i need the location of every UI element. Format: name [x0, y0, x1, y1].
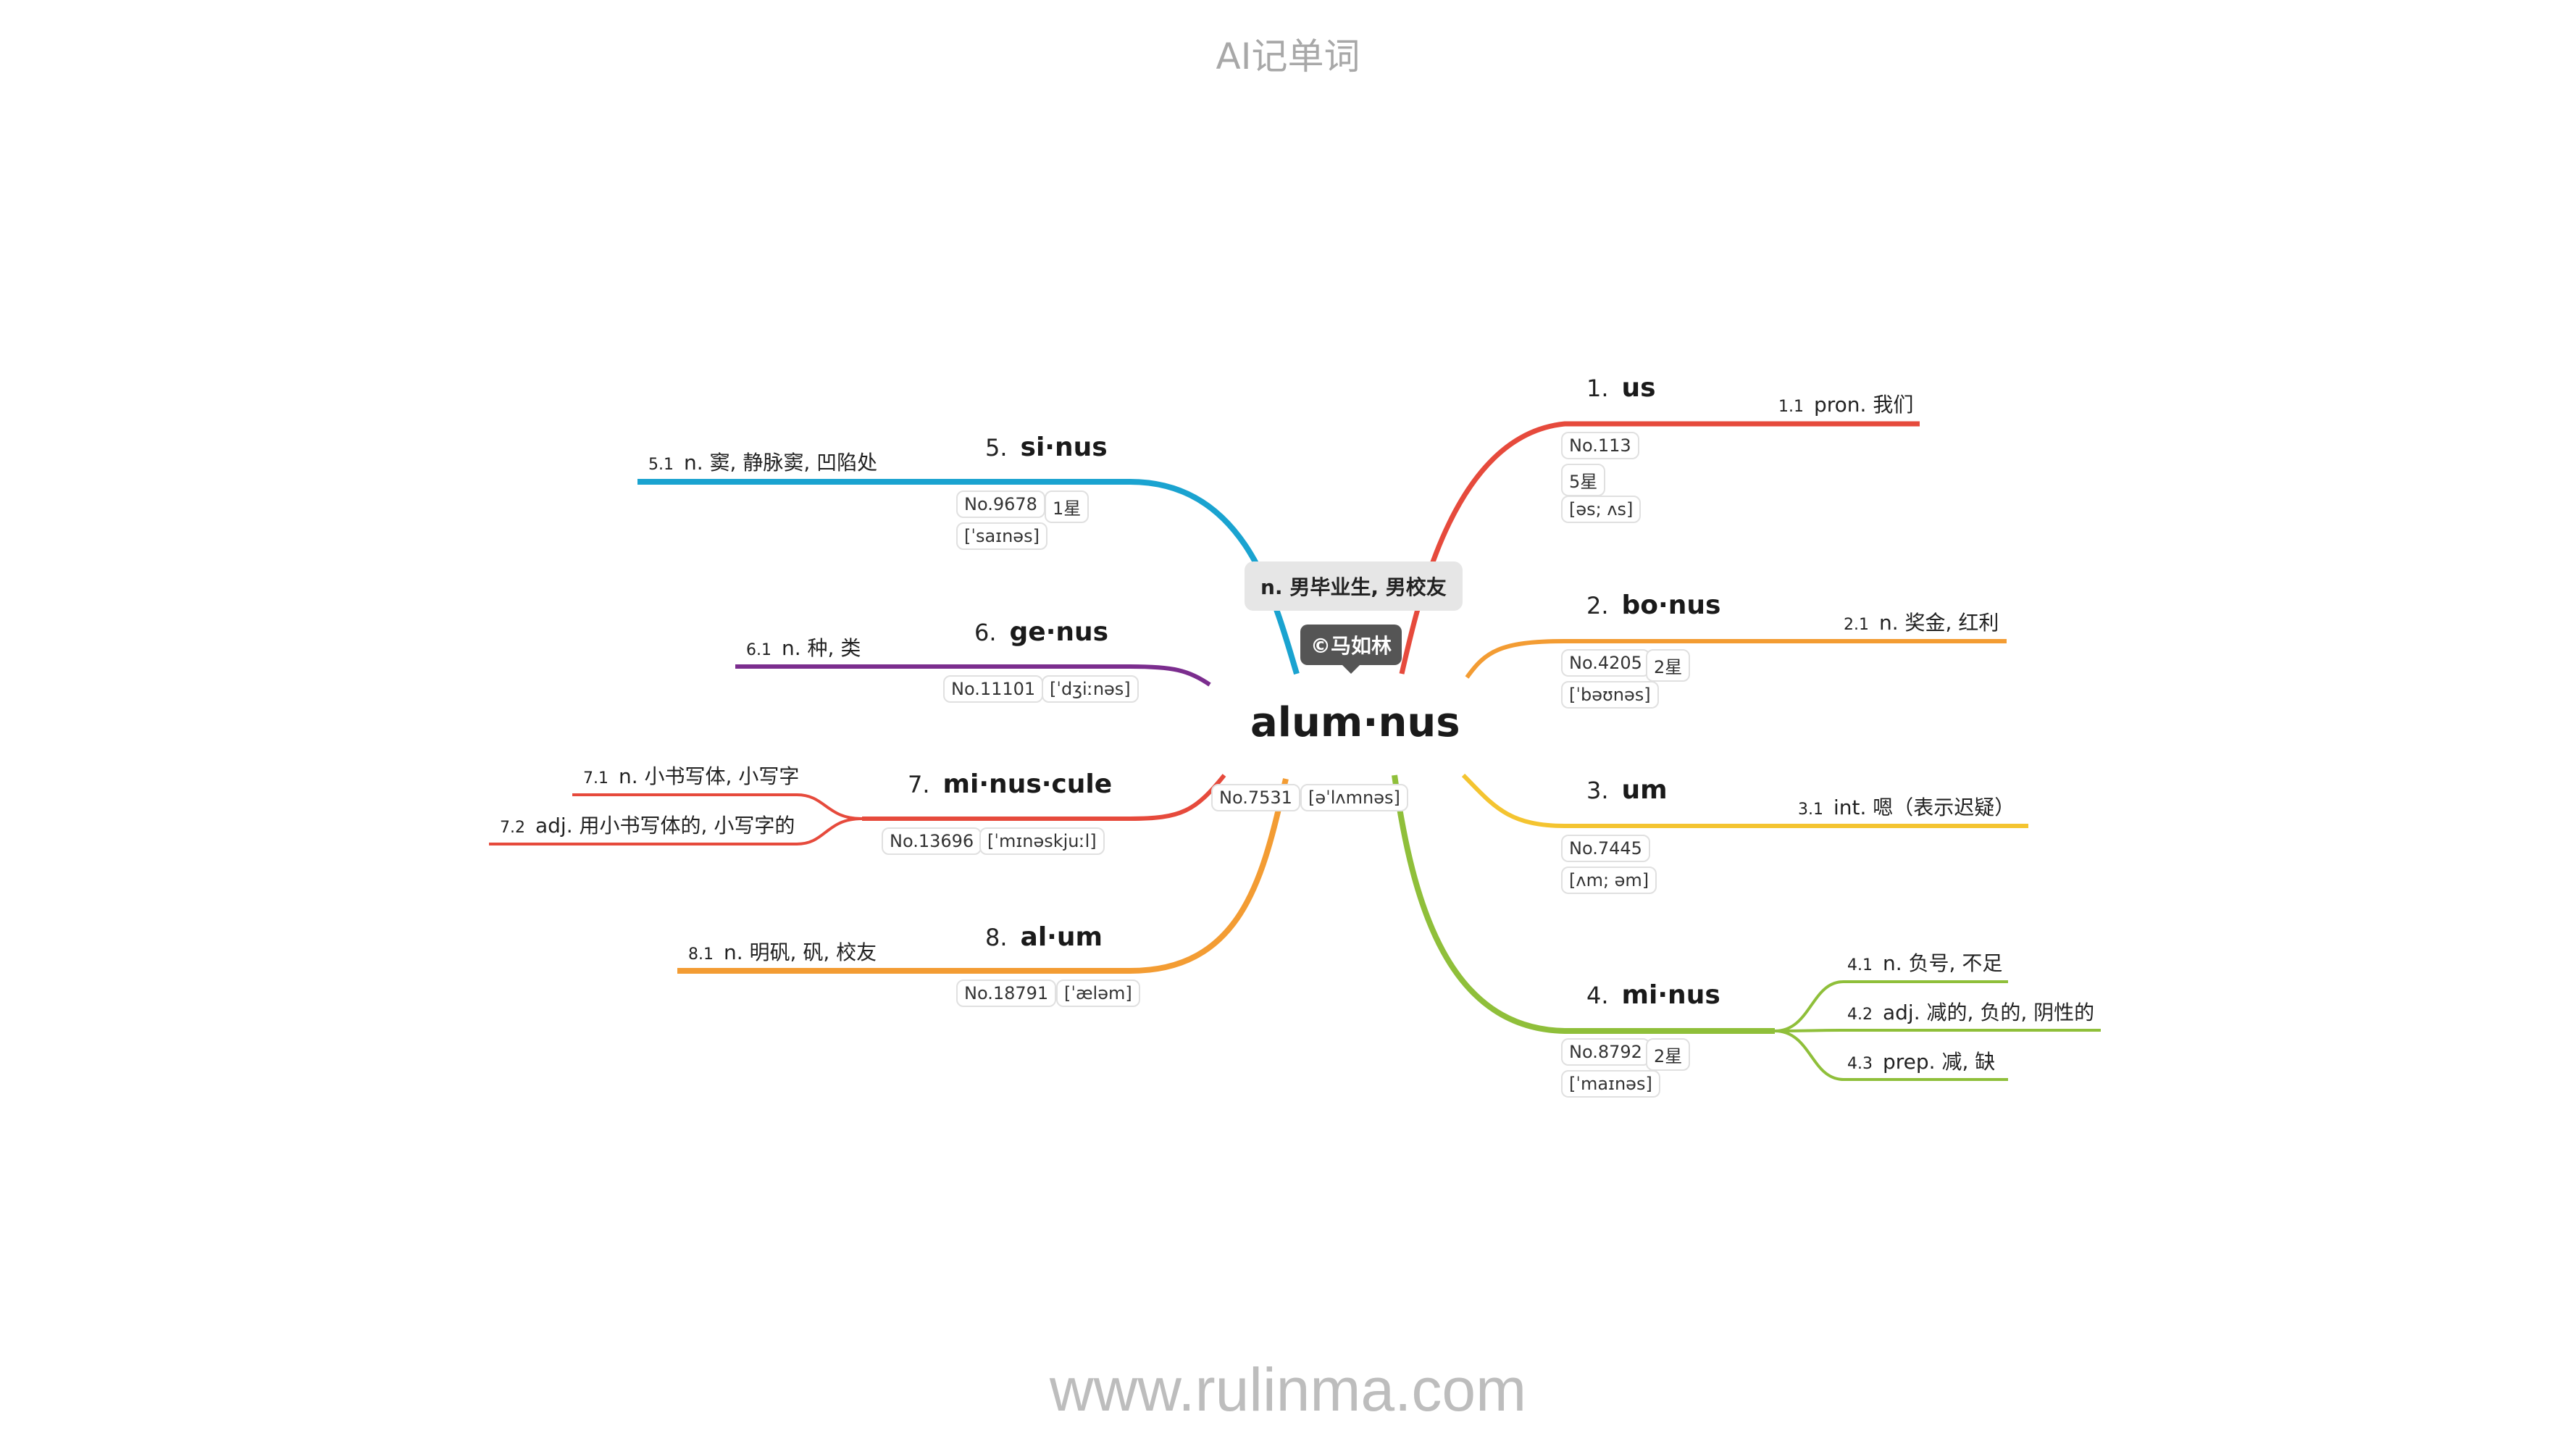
central-number-badge: No.7531: [1211, 784, 1300, 811]
branch-4-phonetic-badge: [ˈmaɪnəs]: [1561, 1070, 1660, 1098]
branch-4-title[interactable]: 4. mi·nus: [1586, 980, 1720, 1010]
central-word[interactable]: alum·nus: [1250, 699, 1460, 746]
sense-4-1: 4.1 n. 负号, 不足: [1847, 948, 2002, 977]
branch-number: 1.: [1586, 375, 1609, 402]
sense-number: 4.3: [1847, 1055, 1873, 1073]
connector-branch-8: [677, 778, 1289, 974]
sense-2-1: 2.1 n. 奖金, 红利: [1844, 607, 1999, 636]
author-tag: ©马如林: [1300, 625, 1402, 674]
sense-4-3: 4.3 prep. 减, 缺: [1847, 1046, 1995, 1075]
branch-7-number-badge: No.13696: [882, 827, 982, 855]
branch-7-title[interactable]: 7. mi·nus·cule: [908, 769, 1112, 799]
branch-number: 3.: [1586, 777, 1609, 804]
central-phonetic-badge: [əˈlʌmnəs]: [1300, 784, 1408, 811]
sense-number: 2.1: [1844, 616, 1869, 634]
connector-branch-3: [1461, 773, 2028, 828]
branch-number: 7.: [908, 771, 930, 798]
connector-sense-4-3: [1774, 1030, 2008, 1081]
sense-number: 8.1: [688, 945, 714, 964]
branch-number: 5.: [985, 434, 1008, 462]
branch-word: um: [1621, 775, 1668, 805]
connector-branch-4: [1392, 774, 1775, 1034]
branch-word: si·nus: [1020, 433, 1108, 462]
branch-word: us: [1621, 373, 1656, 403]
sense-number: 3.1: [1798, 801, 1823, 819]
branch-word: mi·nus: [1621, 980, 1720, 1010]
sense-number: 1.1: [1778, 398, 1804, 416]
branch-3-number-badge: No.7445: [1561, 835, 1650, 862]
branch-6-title[interactable]: 6. ge·nus: [974, 617, 1108, 647]
sense-text: n. 小书写体, 小写字: [619, 764, 800, 788]
sense-text: adj. 减的, 负的, 阴性的: [1883, 1001, 2095, 1024]
sense-7-1: 7.1 n. 小书写体, 小写字: [583, 761, 799, 790]
sense-7-2: 7.2 adj. 用小书写体的, 小写字的: [500, 810, 795, 839]
branch-5-star-badge: 1星: [1045, 490, 1090, 523]
branch-1-phonetic-badge: [əs; ʌs]: [1561, 496, 1642, 523]
branch-1-number-badge: No.113: [1561, 432, 1639, 459]
sense-text: n. 窦, 静脉窦, 凹陷处: [684, 451, 878, 475]
connector-sense-7-2: [489, 817, 863, 845]
branch-number: 4.: [1586, 982, 1609, 1009]
branch-4-star-badge: 2星: [1646, 1038, 1691, 1071]
branch-4-number-badge: No.8792: [1561, 1038, 1650, 1066]
sense-text: pron. 我们: [1814, 393, 1914, 417]
sense-number: 4.2: [1847, 1006, 1873, 1024]
sense-3-1: 3.1 int. 嗯（表示迟疑）: [1798, 792, 2015, 821]
branch-7-phonetic-badge: [ˈmɪnəskjuːl]: [979, 827, 1105, 855]
branch-6-number-badge: No.11101: [943, 675, 1044, 703]
branch-2-star-badge: 2星: [1646, 649, 1691, 682]
connector-branch-1: [1399, 421, 1920, 675]
connector-branch-6: [735, 664, 1211, 687]
branch-word: ge·nus: [1009, 617, 1109, 647]
branch-5-phonetic-badge: [ˈsaɪnəs]: [956, 522, 1047, 550]
branch-5-number-badge: No.9678: [956, 490, 1045, 518]
branch-word: mi·nus·cule: [942, 769, 1113, 799]
connector-branch-2: [1465, 639, 2007, 679]
sense-number: 7.1: [583, 769, 609, 788]
app-title: AI记单词: [1216, 36, 1360, 78]
sense-text: n. 种, 类: [782, 636, 861, 660]
branch-2-number-badge: No.4205: [1561, 649, 1650, 677]
connector-sense-4-1: [1774, 980, 2008, 1032]
branch-number: 6.: [974, 619, 997, 646]
branch-2-phonetic-badge: [ˈbəʊnəs]: [1561, 681, 1659, 709]
site-url[interactable]: www.rulinma.com: [1049, 1356, 1527, 1424]
branch-1-star-badge: 5星: [1561, 464, 1606, 496]
connector-branch-5: [637, 479, 1300, 675]
sense-text: n. 奖金, 红利: [1879, 611, 1999, 635]
branch-number: 2.: [1586, 592, 1609, 619]
sense-text: n. 明矾, 矾, 校友: [724, 940, 877, 964]
sense-text: n. 负号, 不足: [1883, 951, 2003, 975]
sense-1-1: 1.1 pron. 我们: [1778, 389, 1913, 418]
branch-8-phonetic-badge: [ˈæləm]: [1056, 980, 1140, 1007]
sense-6-1: 6.1 n. 种, 类: [746, 632, 861, 661]
sense-5-1: 5.1 n. 窦, 静脉窦, 凹陷处: [648, 447, 877, 476]
branch-2-title[interactable]: 2. bo·nus: [1586, 590, 1720, 620]
branch-8-title[interactable]: 8. al·um: [985, 922, 1103, 952]
sense-number: 6.1: [746, 641, 771, 659]
branch-3-phonetic-badge: [ʌm; əm]: [1561, 867, 1657, 894]
branch-1-title[interactable]: 1. us: [1586, 373, 1656, 403]
sense-text: int. 嗯（表示迟疑）: [1833, 796, 2015, 819]
sense-text: prep. 减, 缺: [1883, 1050, 1996, 1074]
branch-3-title[interactable]: 3. um: [1586, 775, 1668, 805]
branch-8-number-badge: No.18791: [956, 980, 1057, 1007]
connector-sense-4-2: [1774, 1029, 2101, 1032]
sense-number: 5.1: [648, 456, 674, 474]
sense-number: 7.2: [500, 819, 525, 837]
central-meaning: n. 男毕业生, 男校友: [1245, 561, 1463, 611]
sense-8-1: 8.1 n. 明矾, 矾, 校友: [688, 937, 877, 966]
sense-text: adj. 用小书写体的, 小写字的: [535, 814, 795, 838]
sense-number: 4.1: [1847, 956, 1873, 974]
sense-4-2: 4.2 adj. 减的, 负的, 阴性的: [1847, 997, 2094, 1026]
branch-5-title[interactable]: 5. si·nus: [985, 433, 1108, 462]
connector-sense-7-1: [572, 793, 863, 820]
branch-6-phonetic-badge: [ˈdʒiːnəs]: [1042, 675, 1139, 703]
branch-number: 8.: [985, 924, 1008, 951]
branch-word: bo·nus: [1621, 590, 1721, 620]
branch-word: al·um: [1020, 922, 1103, 952]
